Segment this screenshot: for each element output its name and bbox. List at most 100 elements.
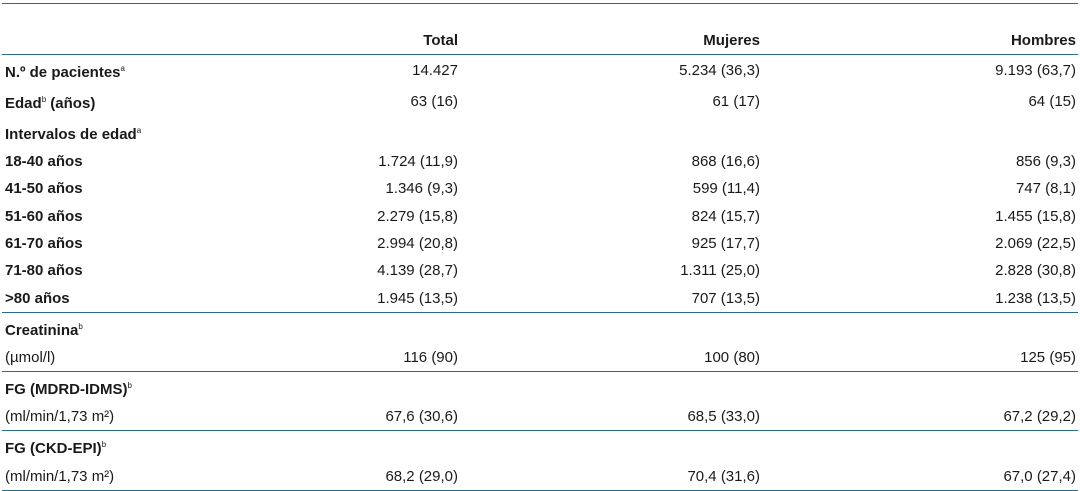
cell-hombres: 64 (15)	[1028, 93, 1076, 110]
table-row: 51-60 años 2.279 (15,8) 824 (15,7) 1.455 (1…	[2, 203, 1078, 230]
header-row: Total Mujeres Hombres	[2, 4, 1078, 55]
cell-total: 116 (90)	[302, 343, 460, 373]
cell-mujeres: 61 (17)	[712, 93, 760, 110]
top-rule	[2, 3, 1078, 4]
cell-total: 1.945 (13,5)	[302, 284, 460, 313]
cell-hombres: 67,2 (29,2)	[762, 403, 1078, 432]
cell-mujeres: 1.311 (25,0)	[680, 262, 760, 280]
table-row: 61-70 años 2.994 (20,8) 925 (17,7) 2.069 (2…	[2, 230, 1078, 257]
table-row: Creatininab	[2, 312, 1078, 344]
row-label-cell: FG (CKD-EPI)b	[2, 431, 302, 463]
header-cell-total: Total	[423, 32, 458, 49]
cell-total	[302, 117, 460, 148]
cell-total: 68,2 (29,0)	[302, 462, 460, 491]
cell-mujeres: 868 (16,6)	[691, 153, 760, 171]
cell-mujeres: 707 (13,5)	[460, 284, 762, 313]
cell-hombres: 1.238 (13,5)	[762, 284, 1078, 313]
cell-hombres	[762, 117, 1078, 148]
cell-total	[302, 312, 460, 344]
table-row: (µmol/l) 116 (90) 100 (80) 125 (95)	[2, 343, 1078, 373]
row-label: 18-40 años	[5, 153, 83, 171]
row-label: N.º de pacientes	[5, 64, 121, 81]
cell-total: 67,6 (30,6)	[302, 403, 460, 432]
row-label-cell: Intervalos de edada	[2, 117, 302, 148]
row-label-cell: 71-80 años	[2, 257, 302, 284]
cell-hombres	[762, 431, 1078, 463]
row-label-cell: Edadb (años)	[2, 86, 302, 117]
table-row: Intervalos de edada	[2, 117, 1078, 148]
row-label: Creatinina	[5, 321, 79, 339]
header-cell-label	[2, 4, 302, 55]
row-label: (µmol/l)	[5, 348, 56, 366]
cell-mujeres: 925 (17,7)	[691, 235, 760, 253]
table-row: 71-80 años 4.139 (28,7) 1.311 (25,0) 2.828 …	[2, 257, 1078, 284]
table-body: N.º de pacientesa 14.427 5.234 (36,3) 9.193…	[2, 55, 1078, 491]
table-row: Edadb (años) 63 (16) 61 (17) 64 (15)	[2, 86, 1078, 117]
row-label-cell: 51-60 años	[2, 203, 302, 230]
row-label: 61-70 años	[5, 235, 83, 253]
cell-hombres: 1.455 (15,8)	[995, 207, 1076, 225]
row-label: >80 años	[5, 289, 70, 307]
row-label: 51-60 años	[5, 207, 83, 225]
row-label-cell: (ml/min/1,73 m²)	[2, 403, 302, 432]
row-label: (ml/min/1,73 m²)	[5, 408, 115, 426]
cell-mujeres: 5.234 (36,3)	[679, 62, 760, 79]
cell-total: 1.724 (11,9)	[378, 153, 458, 171]
data-table-container: Total Mujeres Hombres N.º de pacientesa 1…	[2, 3, 1078, 491]
cell-total	[302, 372, 460, 404]
cell-total: 2.279 (15,8)	[377, 207, 458, 225]
table-row: 41-50 años 1.346 (9,3) 599 (11,4) 747 (8,1)	[2, 175, 1078, 202]
cell-hombres: 856 (9,3)	[1015, 153, 1076, 171]
footnote-marker: b	[127, 381, 132, 391]
row-label-cell: (µmol/l)	[2, 343, 302, 373]
cell-mujeres	[460, 117, 762, 148]
cell-mujeres: 70,4 (31,6)	[460, 462, 762, 491]
cell-mujeres: 599 (11,4)	[692, 180, 760, 198]
row-label-cell: FG (MDRD-IDMS)b	[2, 372, 302, 404]
row-label: FG (CKD-EPI)	[5, 440, 102, 458]
row-label-cell: Creatininab	[2, 312, 302, 344]
table-row: (ml/min/1,73 m²) 67,6 (30,6) 68,5 (33,0) 67…	[2, 403, 1078, 432]
cell-hombres: 2.828 (30,8)	[995, 262, 1076, 280]
cell-mujeres	[460, 312, 762, 344]
row-label-cell: >80 años	[2, 284, 302, 313]
row-label-cell: (ml/min/1,73 m²)	[2, 462, 302, 491]
footnote-marker: b	[41, 95, 47, 104]
cell-total: 2.994 (20,8)	[377, 235, 458, 253]
cell-hombres: 747 (8,1)	[1015, 180, 1076, 198]
row-label-suffix: (años)	[46, 95, 96, 112]
cell-total: 63 (16)	[410, 93, 458, 110]
footnote-marker: a	[120, 64, 125, 73]
header-cell-mujeres: Mujeres	[703, 32, 760, 49]
row-label: FG (MDRD-IDMS)	[5, 381, 128, 399]
table-row: >80 años 1.945 (13,5) 707 (13,5) 1.238 (13,…	[2, 284, 1078, 313]
table-row: FG (CKD-EPI)b	[2, 431, 1078, 463]
header-cell-hombres: Hombres	[1010, 32, 1076, 49]
row-label-cell: 18-40 años	[2, 148, 302, 175]
cell-total: 4.139 (28,7)	[377, 262, 458, 280]
cell-mujeres: 68,5 (33,0)	[460, 403, 762, 432]
cell-hombres: 2.069 (22,5)	[995, 235, 1076, 253]
footnote-marker: b	[101, 440, 107, 450]
row-label: Edad	[5, 95, 42, 112]
row-label-cell: N.º de pacientesa	[2, 55, 302, 87]
row-label: (ml/min/1,73 m²)	[5, 467, 115, 485]
cell-hombres: 9.193 (63,7)	[995, 62, 1076, 79]
row-label: 41-50 años	[5, 180, 83, 198]
table-row: FG (MDRD-IDMS)b	[2, 372, 1078, 404]
cell-hombres: 125 (95)	[762, 343, 1078, 373]
cell-total: 14.427	[412, 62, 458, 79]
cell-mujeres: 824 (15,7)	[691, 207, 760, 225]
table-row: N.º de pacientesa 14.427 5.234 (36,3) 9.193…	[2, 55, 1078, 87]
row-label: Intervalos de edad	[5, 126, 137, 143]
row-label-cell: 41-50 años	[2, 175, 302, 202]
cell-hombres: 67,0 (27,4)	[762, 462, 1078, 491]
cell-total: 1.346 (9,3)	[385, 180, 458, 198]
row-label: 71-80 años	[5, 262, 83, 280]
cell-hombres	[762, 372, 1078, 404]
footnote-marker: a	[136, 126, 142, 135]
data-table: Total Mujeres Hombres N.º de pacientesa 1…	[2, 4, 1078, 491]
table-row: (ml/min/1,73 m²) 68,2 (29,0) 70,4 (31,6) 67…	[2, 462, 1078, 491]
table-row: 18-40 años 1.724 (11,9) 868 (16,6) 856 (9,3…	[2, 148, 1078, 175]
cell-mujeres	[460, 431, 762, 463]
